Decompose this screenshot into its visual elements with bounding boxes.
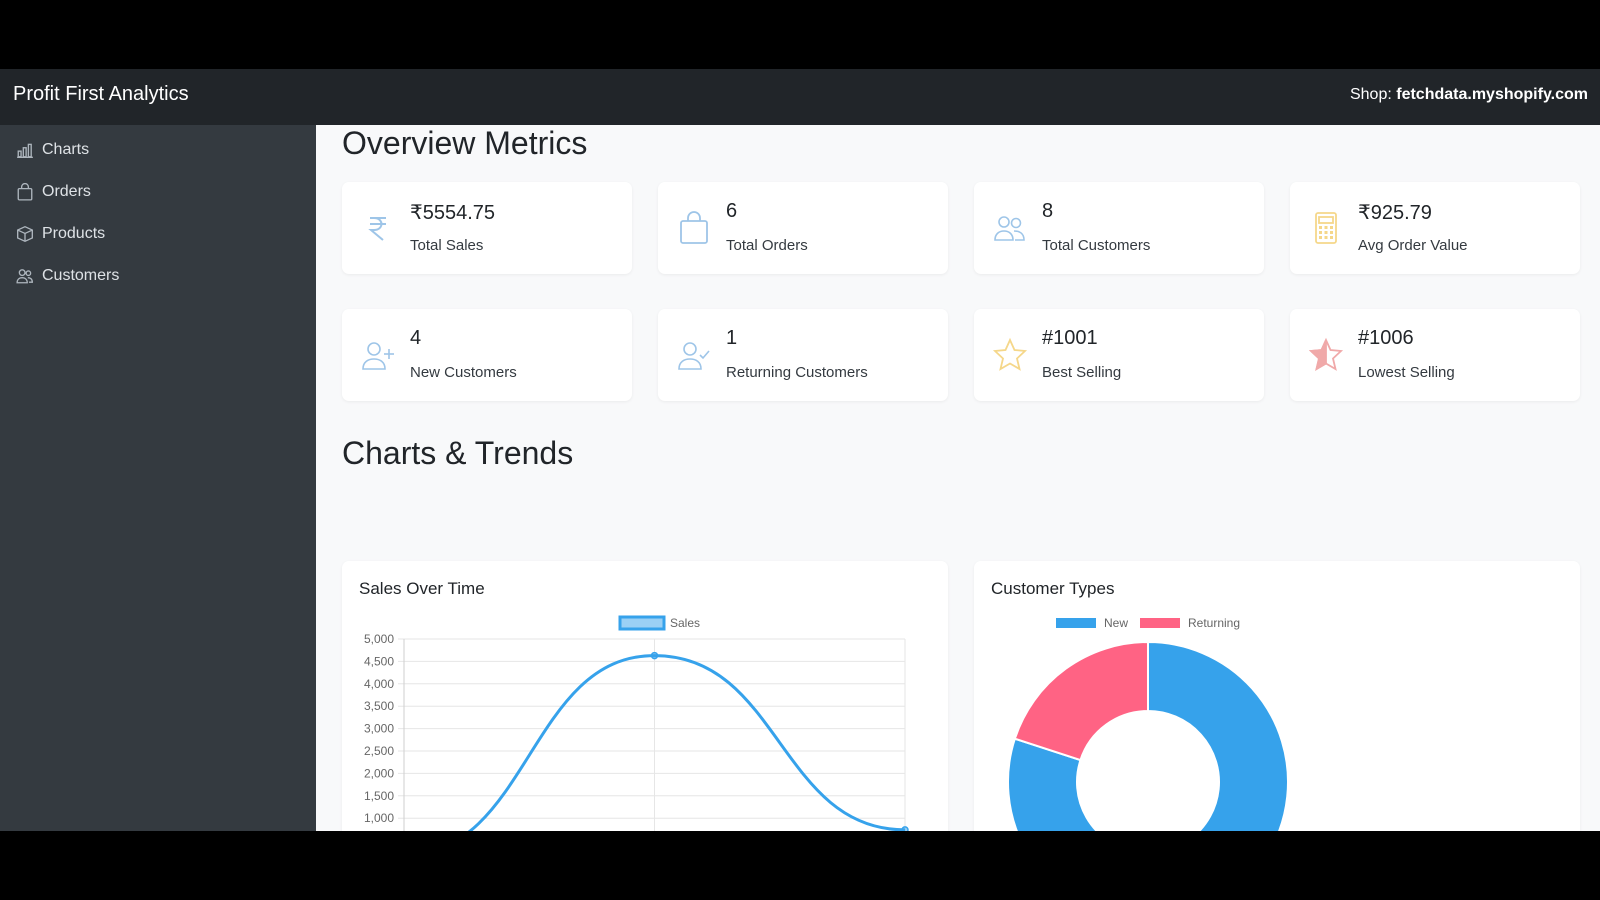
calculator-icon (1315, 212, 1337, 244)
sidebar-item-charts[interactable]: Charts (16, 135, 89, 165)
doughnut-slice-new (1007, 640, 1289, 831)
sidebar-item-products[interactable]: Products (16, 219, 105, 249)
sidebar-item-label: Charts (42, 141, 90, 158)
metric-label: Total Customers (1042, 237, 1151, 254)
doughnut-slice-returning (1013, 640, 1149, 762)
metric-label: Total Sales (410, 237, 484, 254)
shop-indicator: Shop: fetchdata.myshopify.com (1350, 86, 1588, 104)
shop-domain: fetchdata.myshopify.com (1396, 86, 1588, 103)
sidebar-item-label: Products (42, 225, 106, 242)
y-tick-label: 2,000 (364, 766, 394, 780)
legend-swatch (1140, 618, 1180, 628)
sidebar-item-customers[interactable]: Customers (16, 261, 119, 291)
metric-card-total-customers: 8 Total Customers (974, 182, 1264, 274)
person-plus-icon (362, 342, 394, 370)
metric-label: Best Selling (1042, 364, 1122, 381)
brand-title[interactable]: Profit First Analytics (13, 83, 189, 105)
person-check-icon (678, 342, 710, 370)
y-tick-label: 4,500 (364, 654, 394, 668)
y-tick-label: 3,500 (364, 699, 394, 713)
metric-value: ₹5554.75 (410, 202, 496, 224)
shopping-bag-icon (680, 211, 708, 244)
people-icon (994, 216, 1025, 241)
sales-chart-panel: Sales Over Time Sales05001,0001,5002,000… (342, 561, 948, 831)
bar-chart-icon (17, 143, 33, 158)
legend-label: Returning (1188, 616, 1240, 630)
main-content: Overview Metrics ₹5554.75 Total Sales 6 … (316, 125, 1600, 831)
metric-value: #1001 (1042, 327, 1098, 349)
legend-label-sales: Sales (670, 616, 700, 630)
metric-card-new-customers: 4 New Customers (342, 309, 632, 401)
y-tick-label: 2,500 (364, 744, 394, 758)
metric-value: 6 (726, 200, 738, 222)
app-window: Profit First Analytics Shop: fetchdata.m… (0, 69, 1600, 831)
metric-label: New Customers (410, 364, 517, 381)
metric-label: Returning Customers (726, 364, 868, 381)
y-tick-label: 1,500 (364, 789, 394, 803)
metric-card-avg-order-value: ₹925.79 Avg Order Value (1290, 182, 1580, 274)
metric-value: 1 (726, 327, 738, 349)
metric-card-total-orders: 6 Total Orders (658, 182, 948, 274)
sales-chart-title: Sales Over Time (359, 579, 485, 598)
shop-label: Shop: (1349, 86, 1392, 103)
legend-swatch-sales (618, 615, 666, 631)
customer-types-title: Customer Types (991, 579, 1115, 598)
metric-label: Lowest Selling (1358, 364, 1455, 381)
customer-types-panel: Customer Types New Returning (974, 561, 1580, 831)
metric-label: Avg Order Value (1358, 237, 1468, 254)
data-point-sales (650, 651, 659, 660)
top-navbar: Profit First Analytics Shop: fetchdata.m… (0, 69, 1600, 125)
metric-value: 4 (410, 327, 422, 349)
sidebar-item-label: Orders (42, 183, 91, 200)
metric-value: #1006 (1358, 327, 1414, 349)
customer-types-doughnut-chart[interactable]: New Returning (974, 561, 1580, 831)
y-tick-label: 4,000 (364, 677, 394, 691)
metric-card-returning-customers: 1 Returning Customers (658, 309, 948, 401)
metric-label: Total Orders (726, 237, 808, 254)
legend-label: New (1104, 616, 1128, 630)
metric-card-lowest-selling: #1006 Lowest Selling (1290, 309, 1580, 401)
sidebar-item-orders[interactable]: Orders (16, 177, 91, 207)
metric-value: ₹925.79 (1358, 202, 1432, 224)
legend-swatch (1056, 618, 1096, 628)
star-icon (992, 337, 1028, 371)
metric-card-total-sales: ₹5554.75 Total Sales (342, 182, 632, 274)
box-icon (17, 225, 33, 243)
people-icon (16, 269, 33, 284)
sidebar-item-label: Customers (42, 267, 120, 284)
metric-value: 8 (1042, 200, 1054, 222)
shopping-bag-icon (17, 183, 33, 201)
section-title-charts: Charts & Trends (342, 435, 574, 471)
y-tick-label: 3,000 (364, 722, 394, 736)
data-point-sales (901, 826, 909, 831)
sales-line-chart[interactable]: Sales05001,0001,5002,0002,5003,0003,5004… (342, 561, 948, 831)
metric-card-best-selling: #1001 Best Selling (974, 309, 1264, 401)
section-title-overview: Overview Metrics (342, 125, 588, 161)
rupee-icon (368, 217, 386, 241)
sidebar: Charts Orders Products Customers (0, 125, 316, 831)
y-tick-label: 5,000 (364, 632, 394, 646)
y-tick-label: 1,000 (364, 811, 394, 825)
star-half-icon (1308, 337, 1344, 371)
